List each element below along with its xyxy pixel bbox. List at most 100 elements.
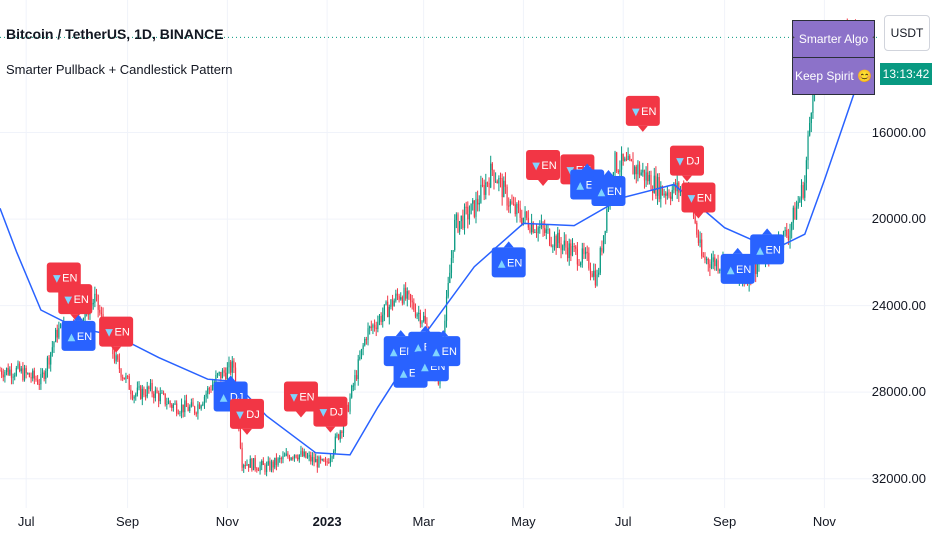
candle [784,226,786,237]
candle [141,384,143,406]
info-table-row-motto: Keep Spirit 😊 [795,69,872,83]
indicator-title[interactable]: Smarter Pullback + Candlestick Pattern [6,62,233,77]
candle [480,175,482,204]
candle [97,294,99,318]
candle [666,185,668,200]
candle [128,373,130,390]
candle [400,292,402,301]
candle [118,353,121,374]
candle [38,378,40,390]
candle [540,214,543,230]
candle [315,453,317,463]
candle [15,365,17,377]
candle [380,312,382,326]
candle [94,286,96,308]
candle [403,284,405,305]
candle [568,238,570,266]
up-arrow-icon: ▲ [576,180,584,191]
candle [516,202,518,223]
candle [99,304,101,316]
candle [225,367,227,383]
buy-signal-label: ▲EN [426,330,461,367]
candle [706,256,708,265]
candle [710,253,713,270]
candle [670,191,672,206]
candle [0,366,1,372]
currency-button[interactable]: USDT [884,15,930,51]
candle [674,178,677,196]
price-chart[interactable]: ▼EN▼EN▲EN▼EN▲DJ▼DJ▼EN▼DJ▲EN▲EN▲EN▲EN▲EN▲… [0,0,880,508]
candle [486,181,489,188]
candle [652,185,654,201]
candle [802,181,804,200]
price-tick-label: 32000.00 [871,470,926,486]
candle [270,459,273,473]
candle [485,173,487,200]
candle [638,161,641,179]
down-arrow-icon: ▼ [532,161,540,172]
buy-signal-label: ▲EN [61,314,96,351]
candle [555,234,557,255]
candle [596,269,598,287]
symbol-title[interactable]: Bitcoin / TetherUS, 1D, BINANCE [6,26,224,42]
candle [517,200,520,214]
candle [642,162,644,177]
candle [48,355,50,369]
candle [138,381,140,391]
signal-text: EN [77,331,92,343]
candle [123,377,125,380]
candle [452,250,454,264]
price-tick-label: 16000.00 [871,124,926,140]
candle [126,375,129,380]
candle [40,367,42,390]
candle [292,456,294,461]
candle [378,313,381,326]
candle [55,327,57,343]
candle [668,189,670,199]
candle [192,397,194,407]
candle [45,368,47,384]
chart-pane[interactable]: ▼EN▼EN▲EN▼EN▲DJ▼DJ▼EN▼DJ▲EN▲EN▲EN▲EN▲EN▲… [0,0,880,508]
candle [786,223,788,239]
candle [449,264,451,284]
candle [194,405,196,416]
time-tick-label: Sep [713,514,737,529]
candle [297,454,299,462]
candle [20,366,22,374]
candle [323,458,325,462]
sell-signal-label: ▼EN [625,95,660,132]
sell-signal-label: ▼ DJ [313,396,348,433]
candle [300,445,302,457]
candle [12,373,14,385]
candle [583,242,585,260]
candle [499,172,502,188]
candle [264,463,266,475]
candle [212,378,214,391]
candle [625,152,628,162]
time-tick-label: Mar [412,514,435,529]
candle [498,175,500,192]
candle [156,387,158,394]
candle [490,155,492,189]
candle [578,258,580,267]
candle [239,426,242,450]
candle [27,372,29,375]
candle [256,466,258,473]
candle [534,229,536,234]
candle [511,194,513,205]
candle [696,220,698,238]
candle [17,360,19,370]
signal-text: EN [607,186,622,198]
up-arrow-icon: ▲ [390,347,398,358]
candle [251,457,253,472]
time-scale[interactable]: Jul Sep Nov 2023 Mar May Jul Sep Nov [0,508,932,550]
candle [616,151,618,173]
bar-countdown-badge: 13:13:42 [880,63,932,85]
candle [53,341,55,354]
candle [560,236,562,259]
candle [210,385,212,393]
candle [575,245,577,255]
candle [216,372,219,379]
candle [133,395,135,404]
candle [357,354,359,386]
